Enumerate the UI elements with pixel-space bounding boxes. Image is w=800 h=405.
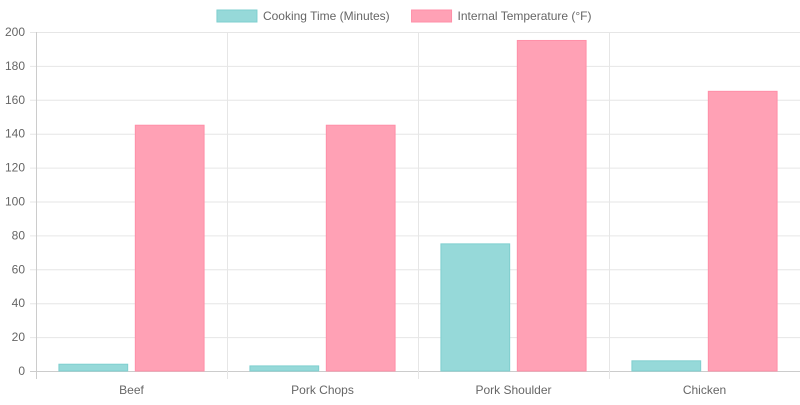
y-tick-label: 140 [5, 127, 25, 141]
legend-swatch[interactable] [411, 9, 453, 23]
x-tick-label: Beef [119, 383, 144, 397]
legend-label[interactable]: Internal Temperature (°F) [458, 9, 592, 23]
bar[interactable] [516, 39, 587, 372]
y-tick-label: 160 [5, 93, 25, 107]
y-tick-label: 20 [12, 330, 26, 344]
y-tick-label: 0 [18, 364, 25, 378]
y-tick-label: 120 [5, 161, 25, 175]
y-tick-label: 200 [5, 25, 25, 39]
y-tick-label: 180 [5, 59, 25, 73]
axes: 0 20 40 60 80 100 120 140 160 180 200 Beef Pork Chop… [5, 25, 726, 397]
bar[interactable] [707, 90, 778, 372]
bars [58, 39, 778, 372]
bar[interactable] [440, 243, 511, 372]
legend: Cooking Time (Minutes) Internal Temperatu… [216, 9, 592, 23]
bar[interactable] [325, 124, 396, 372]
bar[interactable] [249, 365, 320, 372]
legend-label[interactable]: Cooking Time (Minutes) [263, 9, 390, 23]
x-tick-label: Chicken [683, 383, 726, 397]
legend-swatch[interactable] [216, 9, 258, 23]
bar[interactable] [631, 360, 702, 372]
y-tick-label: 100 [5, 195, 25, 209]
bar[interactable] [58, 363, 129, 372]
y-tick-label: 40 [12, 296, 26, 310]
x-tick-label: Pork Shoulder [475, 383, 551, 397]
y-tick-label: 80 [12, 228, 26, 242]
x-tick-label: Pork Chops [291, 383, 354, 397]
y-tick-label: 60 [12, 262, 26, 276]
bar[interactable] [134, 124, 205, 372]
